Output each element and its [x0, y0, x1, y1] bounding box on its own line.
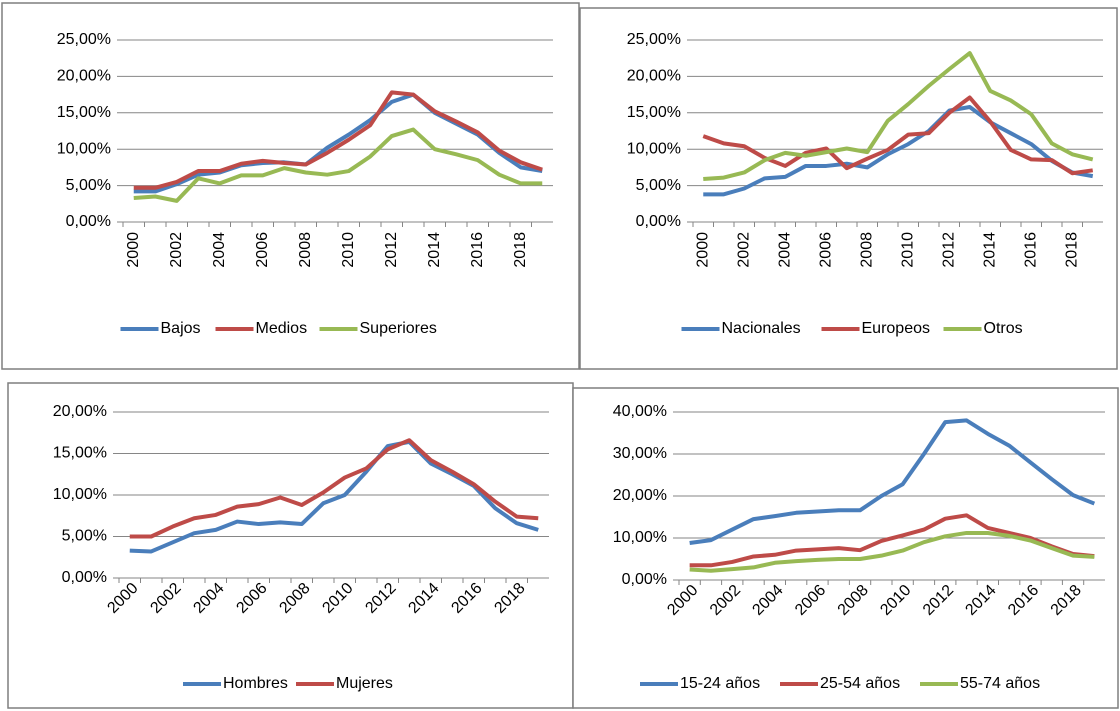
y-tick-label: 25,00% [627, 31, 681, 48]
series-line [133, 90, 543, 190]
y-tick-label: 0,00% [636, 213, 681, 230]
y-tick-label: 40,00% [613, 403, 667, 420]
series-line [129, 438, 539, 539]
y-tick-label: 0,00% [62, 569, 107, 586]
legend-label: Mujeres [336, 675, 393, 692]
x-tick-label: 2012 [383, 232, 400, 268]
series-line [703, 51, 1094, 182]
series-line [689, 530, 1095, 573]
x-tick-label: 2000 [125, 232, 142, 268]
x-tick-label: 2018 [1063, 232, 1080, 268]
x-tick-label: 2018 [512, 232, 529, 268]
legend-label: Hombres [223, 675, 288, 692]
x-tick-label: 2006 [254, 232, 271, 268]
series-line [689, 513, 1095, 568]
y-tick-label: 20,00% [53, 403, 107, 420]
x-tick-label: 2016 [1022, 232, 1039, 268]
x-tick-label: 2010 [899, 232, 916, 268]
x-tick-label: 2008 [297, 232, 314, 268]
x-tick-label: 2002 [168, 232, 185, 268]
series-line [133, 127, 543, 203]
y-tick-label: 0,00% [622, 571, 667, 588]
legend-label: 55-74 años [960, 675, 1040, 692]
x-tick-label: 2004 [776, 232, 793, 268]
x-tick-label: 2014 [981, 232, 998, 268]
legend-label: Nacionales [722, 320, 801, 337]
legend-label: Europeos [862, 320, 931, 337]
y-tick-label: 20,00% [627, 68, 681, 85]
x-tick-label: 2016 [469, 232, 486, 268]
x-tick-label: 2004 [211, 232, 228, 268]
legend-label: Medios [256, 320, 308, 337]
legend-label: 25-54 años [820, 675, 900, 692]
y-tick-label: 5,00% [636, 177, 681, 194]
y-tick-label: 10,00% [613, 529, 667, 546]
y-tick-label: 5,00% [66, 177, 111, 194]
y-tick-label: 15,00% [57, 104, 111, 121]
panel-border [579, 7, 1118, 370]
panel-border [7, 382, 574, 709]
x-tick-label: 2012 [940, 232, 957, 268]
y-tick-label: 15,00% [53, 445, 107, 462]
x-tick-label: 2000 [694, 232, 711, 268]
y-tick-label: 20,00% [57, 68, 111, 85]
series-line [703, 104, 1094, 197]
y-tick-label: 5,00% [62, 528, 107, 545]
legend-label: 15-24 años [680, 675, 760, 692]
x-tick-label: 2014 [426, 232, 443, 268]
y-tick-label: 0,00% [66, 213, 111, 230]
series-line [689, 418, 1096, 546]
y-tick-label: 10,00% [57, 140, 111, 157]
legend-label: Bajos [161, 320, 201, 337]
x-tick-label: 2006 [817, 232, 834, 268]
x-tick-label: 2008 [858, 232, 875, 268]
y-tick-label: 20,00% [613, 487, 667, 504]
legend-label: Otros [984, 320, 1023, 337]
y-tick-label: 15,00% [627, 104, 681, 121]
y-tick-label: 30,00% [613, 445, 667, 462]
y-tick-label: 10,00% [53, 486, 107, 503]
x-tick-label: 2002 [735, 232, 752, 268]
legend-label: Superiores [360, 320, 437, 337]
y-tick-label: 10,00% [627, 140, 681, 157]
y-tick-label: 25,00% [57, 31, 111, 48]
x-tick-label: 2010 [340, 232, 357, 268]
